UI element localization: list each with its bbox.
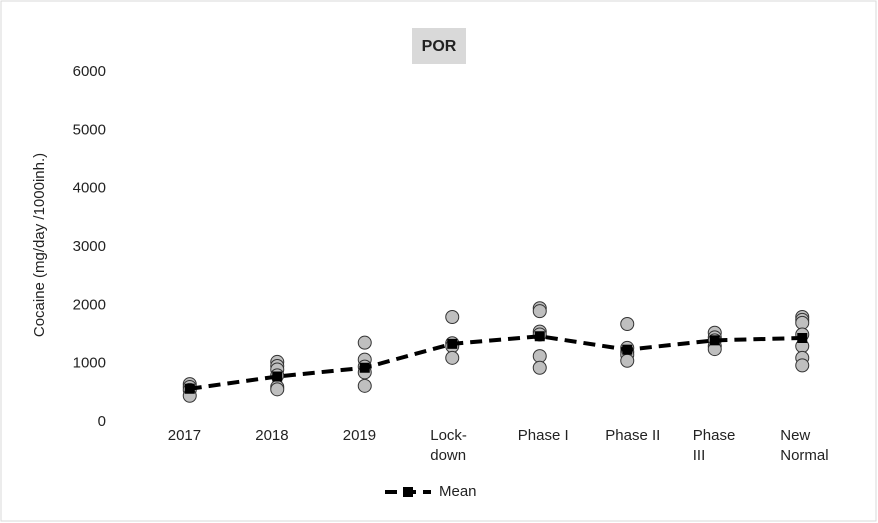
mean-marker: [447, 338, 458, 349]
observation-point: [795, 358, 810, 373]
legend-marker: [403, 487, 413, 497]
x-tick-label: Phase II: [605, 427, 661, 444]
observation-point: [445, 310, 460, 324]
x-tick-label: 2017: [167, 427, 202, 444]
mean-marker: [797, 333, 808, 343]
observation-point: [620, 317, 635, 331]
mean-marker: [534, 331, 545, 342]
y-axis-label: Cocaine (mg/day /1000inh.): [31, 153, 48, 337]
x-tick-label: New Normal: [780, 427, 829, 464]
y-tick-label: 4000: [73, 180, 106, 197]
mean-marker: [709, 335, 720, 346]
chart-title: POR: [422, 38, 457, 55]
x-tick-label: Phase I: [517, 427, 569, 444]
legend-label: Mean: [439, 483, 477, 500]
x-tick-label: Phase III: [692, 427, 736, 464]
observation-point: [532, 349, 547, 364]
observation-point: [620, 353, 635, 368]
y-tick-label: 3000: [73, 238, 106, 255]
x-tick-label: 2018: [255, 427, 289, 444]
title-box: [412, 28, 466, 64]
observation-point: [532, 304, 547, 319]
observation-point: [445, 350, 460, 365]
mean-marker: [359, 362, 370, 373]
x-tick-label: Lock-down: [430, 427, 467, 464]
y-tick-label: 1000: [73, 355, 106, 372]
observation-point: [270, 382, 285, 397]
observation-point: [357, 378, 372, 393]
mean-line: [189, 334, 803, 391]
x-tick-label: 2019: [342, 427, 377, 444]
y-tick-label: 0: [98, 413, 106, 430]
observation-point: [795, 315, 810, 330]
y-tick-label: 5000: [73, 121, 106, 138]
y-tick-label: 6000: [73, 63, 106, 80]
observation-point: [357, 335, 372, 350]
mean-marker: [272, 371, 283, 382]
y-tick-label: 2000: [73, 296, 106, 313]
observation-point: [532, 360, 547, 375]
mean-marker: [184, 383, 195, 394]
mean-marker: [622, 344, 633, 355]
